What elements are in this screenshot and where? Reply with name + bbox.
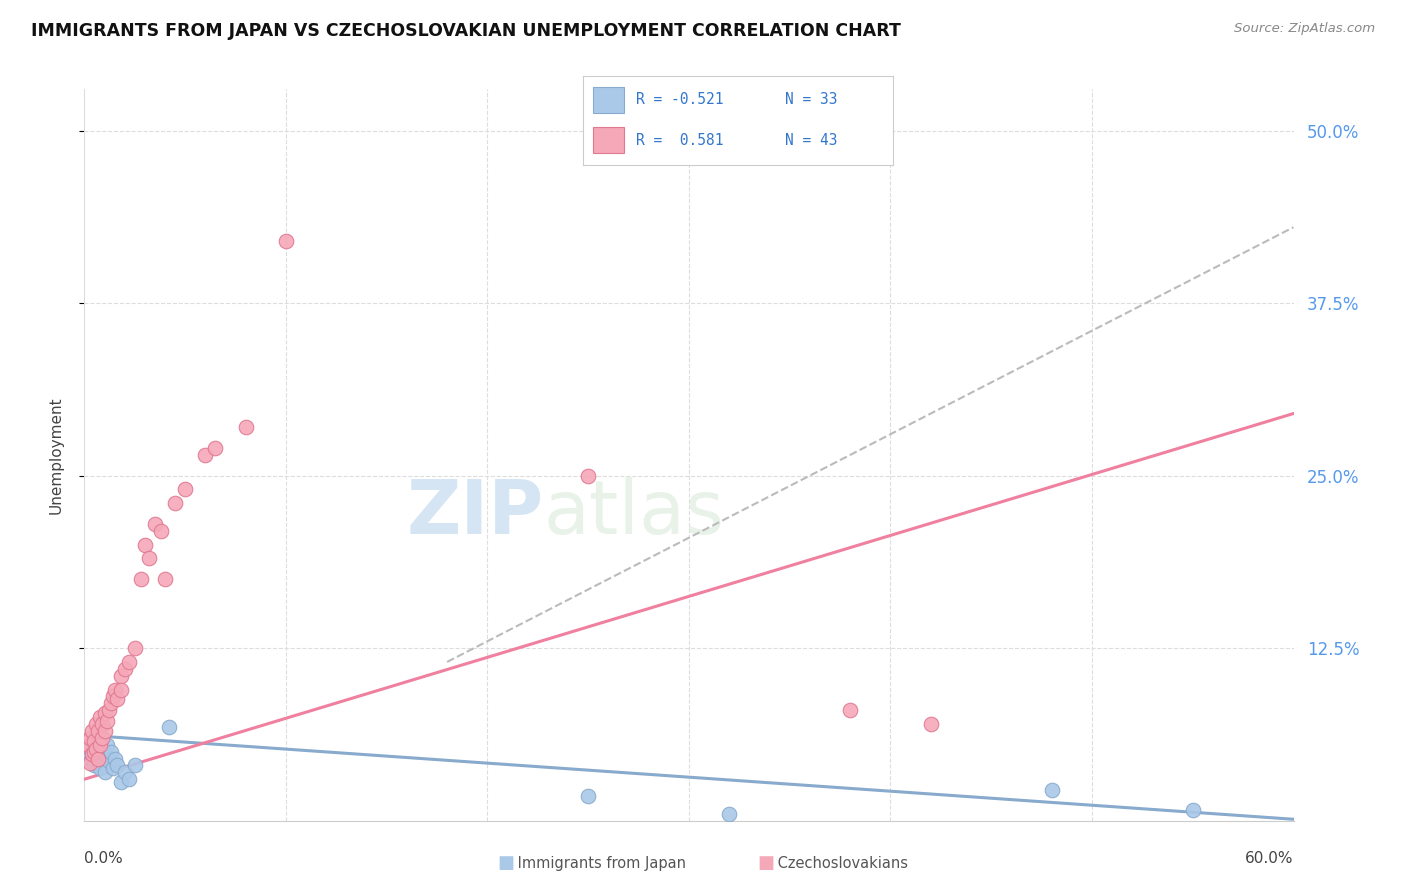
- Text: IMMIGRANTS FROM JAPAN VS CZECHOSLOVAKIAN UNEMPLOYMENT CORRELATION CHART: IMMIGRANTS FROM JAPAN VS CZECHOSLOVAKIAN…: [31, 22, 901, 40]
- Text: Czechoslovakians: Czechoslovakians: [773, 856, 908, 871]
- Point: [89, 710, 111, 724]
- Bar: [593, 127, 624, 153]
- Point: [82, 753, 104, 767]
- Point: [153, 572, 176, 586]
- Point: [118, 655, 141, 669]
- Point: [91, 751, 114, 765]
- Point: [96, 714, 118, 729]
- Point: [87, 733, 110, 747]
- Point: [79, 731, 101, 745]
- Point: [138, 551, 160, 566]
- Point: [105, 758, 128, 772]
- Point: [118, 772, 141, 787]
- Point: [91, 717, 114, 731]
- Point: [82, 745, 104, 759]
- Point: [89, 745, 111, 759]
- Y-axis label: Unemployment: Unemployment: [49, 396, 63, 514]
- Point: [86, 717, 108, 731]
- Point: [86, 738, 108, 752]
- Point: [91, 731, 114, 745]
- Point: [105, 692, 128, 706]
- Point: [87, 751, 110, 765]
- Point: [1040, 783, 1063, 797]
- Point: [96, 738, 118, 752]
- Point: [235, 420, 257, 434]
- Point: [134, 538, 156, 552]
- Text: ■: ■: [758, 855, 775, 872]
- Point: [114, 765, 136, 780]
- Point: [101, 761, 124, 775]
- Text: N = 43: N = 43: [785, 133, 837, 147]
- Text: 60.0%: 60.0%: [1246, 851, 1294, 866]
- Point: [129, 572, 152, 586]
- Point: [100, 745, 122, 759]
- Point: [79, 747, 101, 762]
- Point: [165, 496, 187, 510]
- Point: [83, 758, 105, 772]
- Point: [149, 524, 172, 538]
- Text: ZIP: ZIP: [406, 477, 544, 550]
- Text: Immigrants from Japan: Immigrants from Japan: [513, 856, 686, 871]
- Point: [82, 723, 104, 738]
- Point: [83, 733, 105, 747]
- Point: [83, 750, 105, 764]
- Point: [77, 738, 100, 752]
- Point: [93, 765, 115, 780]
- Point: [77, 751, 100, 765]
- Point: [920, 717, 942, 731]
- Point: [124, 641, 146, 656]
- Point: [101, 690, 124, 704]
- Point: [89, 738, 111, 752]
- Point: [83, 745, 105, 759]
- Point: [576, 468, 599, 483]
- Point: [124, 758, 146, 772]
- Text: R =  0.581: R = 0.581: [636, 133, 724, 147]
- Point: [204, 441, 226, 455]
- Point: [274, 234, 297, 248]
- Point: [1181, 803, 1204, 817]
- Point: [143, 516, 166, 531]
- Point: [100, 696, 122, 710]
- Point: [114, 662, 136, 676]
- Point: [86, 747, 108, 762]
- Point: [89, 761, 111, 775]
- Point: [83, 742, 105, 756]
- Point: [194, 448, 217, 462]
- Point: [110, 669, 132, 683]
- Point: [97, 703, 120, 717]
- Text: R = -0.521: R = -0.521: [636, 93, 724, 107]
- Point: [91, 731, 114, 745]
- Point: [86, 742, 108, 756]
- Point: [87, 723, 110, 738]
- Bar: [593, 87, 624, 113]
- Point: [79, 742, 101, 756]
- Point: [93, 747, 115, 762]
- Point: [82, 747, 104, 762]
- Point: [104, 682, 127, 697]
- Point: [79, 756, 101, 770]
- Point: [174, 483, 197, 497]
- Point: [110, 682, 132, 697]
- Point: [93, 706, 115, 720]
- Point: [104, 751, 127, 765]
- Point: [576, 789, 599, 803]
- Text: ■: ■: [498, 855, 515, 872]
- Point: [110, 775, 132, 789]
- Point: [93, 723, 115, 738]
- Point: [87, 756, 110, 770]
- Text: Source: ZipAtlas.com: Source: ZipAtlas.com: [1234, 22, 1375, 36]
- Text: N = 33: N = 33: [785, 93, 837, 107]
- Point: [157, 720, 180, 734]
- Text: 0.0%: 0.0%: [84, 851, 124, 866]
- Point: [97, 754, 120, 768]
- Point: [718, 806, 741, 821]
- Point: [839, 703, 862, 717]
- Text: atlas: atlas: [544, 477, 725, 550]
